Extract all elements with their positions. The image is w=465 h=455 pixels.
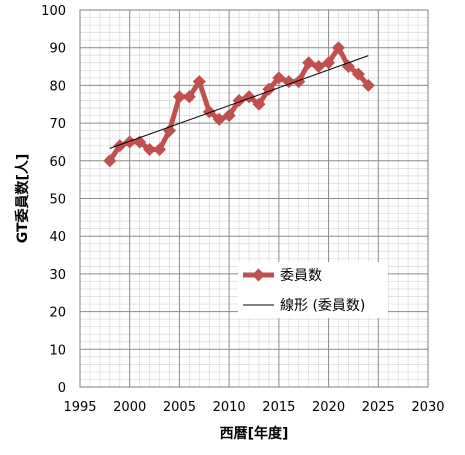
y-axis-title: GT委員数[人]	[14, 154, 31, 244]
data-point	[212, 112, 226, 126]
trendline-layer	[109, 55, 369, 149]
data-point	[222, 109, 236, 123]
legend-background	[238, 262, 388, 318]
y-axis-ticks: 0 10 20 30 40 50 60 70 80 90 100	[41, 4, 66, 396]
y-tick-label: 10	[49, 343, 66, 358]
data-point	[123, 135, 137, 149]
y-tick-label: 100	[41, 4, 66, 19]
series-layer	[103, 41, 375, 168]
y-tick-label: 30	[49, 268, 66, 283]
legend: 委員数 線形 (委員数)	[238, 262, 388, 318]
x-axis-ticks: 1995 2000 2005 2010 2015 2020 2025 2030	[63, 400, 444, 415]
data-point	[302, 56, 316, 70]
data-point	[143, 142, 157, 156]
data-point	[162, 124, 176, 138]
data-point	[332, 41, 346, 55]
x-tick-label: 2015	[262, 400, 295, 415]
x-tick-label: 2000	[113, 400, 146, 415]
data-point	[103, 154, 117, 168]
y-tick-label: 60	[49, 155, 66, 170]
data-point	[182, 90, 196, 104]
x-tick-label: 2010	[213, 400, 246, 415]
data-point	[292, 75, 306, 89]
x-tick-label: 2025	[362, 400, 395, 415]
x-tick-label: 2020	[312, 400, 345, 415]
legend-trendline-label: 線形 (委員数)	[280, 298, 365, 314]
x-tick-label: 1995	[63, 400, 96, 415]
x-tick-label: 2005	[163, 400, 196, 415]
y-tick-label: 20	[49, 306, 66, 321]
data-point	[351, 67, 365, 81]
y-tick-label: 80	[49, 79, 66, 94]
data-point	[312, 60, 326, 74]
y-tick-label: 40	[49, 230, 66, 245]
data-point	[341, 60, 355, 74]
x-tick-label: 2030	[411, 400, 444, 415]
trendline	[109, 55, 369, 149]
plot-area-frame	[79, 9, 429, 388]
data-point	[192, 75, 206, 89]
data-point	[322, 56, 336, 70]
data-point	[272, 71, 286, 85]
y-tick-label: 90	[49, 42, 66, 57]
y-tick-label: 0	[58, 381, 66, 396]
data-point	[202, 105, 216, 119]
x-axis-title: 西暦[年度]	[220, 425, 289, 442]
data-point	[172, 90, 186, 104]
data-point	[252, 97, 266, 111]
data-point	[361, 78, 375, 92]
legend-series-swatch-marker	[252, 268, 265, 282]
y-tick-label: 70	[49, 117, 66, 132]
data-point	[113, 139, 127, 153]
legend-series-label: 委員数	[280, 268, 322, 284]
data-point	[153, 142, 167, 156]
data-point	[232, 93, 246, 107]
y-tick-label: 50	[49, 193, 66, 208]
